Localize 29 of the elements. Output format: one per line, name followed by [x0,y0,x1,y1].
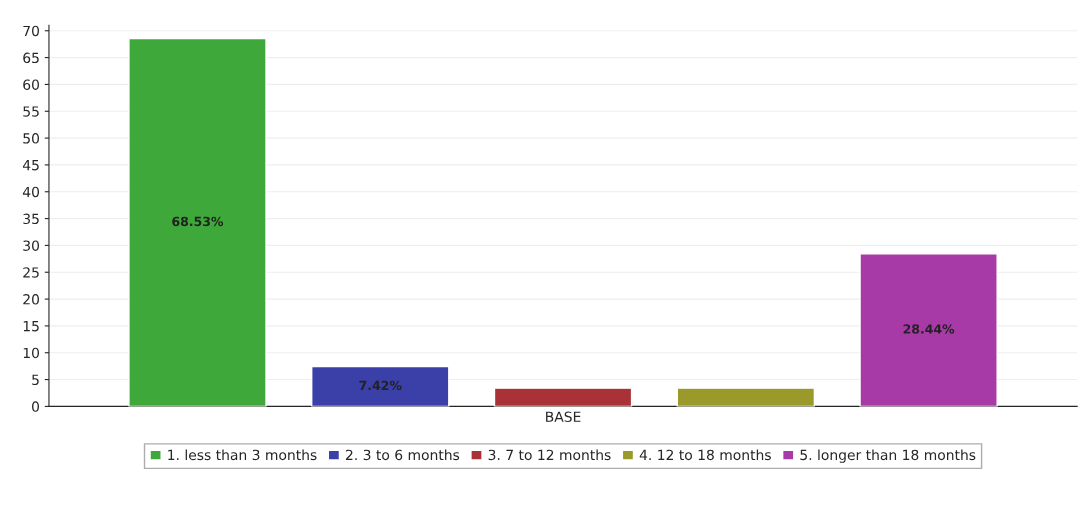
y-tick-label: 55 [23,106,39,117]
bar [311,365,450,407]
y-tick-label: 40 [22,186,40,198]
legend-label: 2. 3 to 6 months [346,449,460,461]
data-label: 68.53% [172,216,224,227]
bar [859,253,998,407]
bar [128,37,267,407]
y-tick-label: 45 [22,160,39,171]
y-tick-label: 65 [23,52,39,64]
y-tick-label: 0 [32,401,40,412]
y-tick-label: 15 [23,321,39,332]
y-tick-label: 70 [23,25,40,37]
bar [676,387,816,407]
y-tick-label: 30 [23,240,40,251]
legend-label: 5. longer than 18 months [800,449,976,463]
bar [493,387,633,407]
legend-label: 3. 7 to 12 months [488,449,611,461]
y-tick-label: 20 [23,294,40,305]
legend-label: 4. 12 to 18 months [639,449,771,461]
data-label: 7.42% [359,380,402,391]
y-tick-label: 60 [23,79,40,90]
y-tick-label: 25 [23,267,39,278]
y-tick-label: 35 [23,213,39,225]
y-tick-label: 50 [23,133,40,144]
x-tick-label: BASE [546,411,581,423]
legend-label: 1. less than 3 months [168,449,317,461]
y-tick-label: 10 [23,347,40,359]
y-tick-label: 5 [32,374,39,386]
data-label: 28.44% [903,324,955,334]
